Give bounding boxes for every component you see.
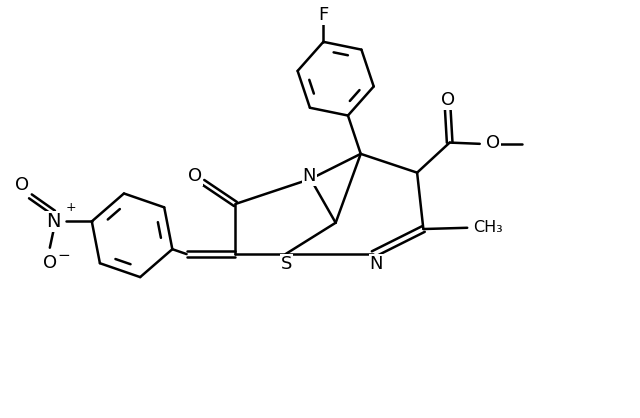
Text: +: + (66, 201, 76, 214)
Text: −: − (57, 248, 70, 263)
Text: F: F (318, 6, 328, 24)
Text: N: N (370, 255, 383, 273)
Text: O: O (188, 167, 202, 185)
Text: CH₃: CH₃ (473, 220, 502, 235)
Text: S: S (281, 255, 292, 273)
Text: N: N (46, 212, 61, 231)
Text: O: O (15, 176, 29, 194)
Text: O: O (486, 134, 500, 152)
Text: O: O (43, 254, 57, 272)
Text: N: N (303, 167, 316, 185)
Text: O: O (441, 91, 455, 109)
